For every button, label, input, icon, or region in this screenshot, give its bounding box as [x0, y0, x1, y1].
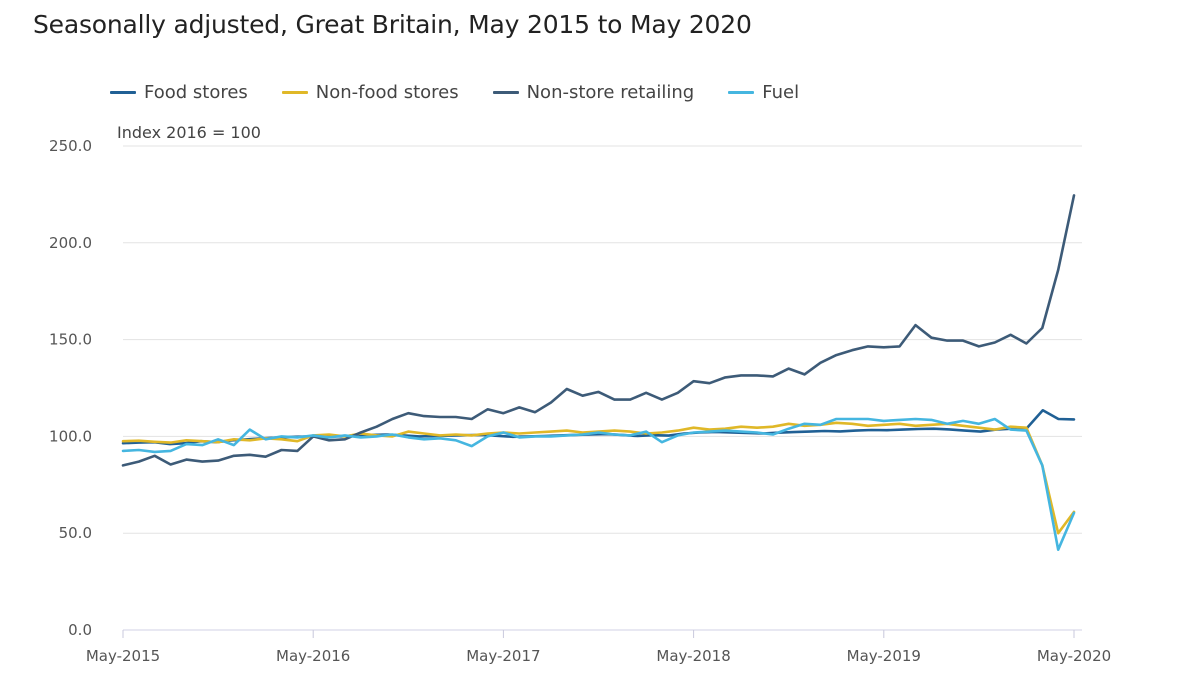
y-tick-label: 100.0: [49, 427, 92, 445]
legend-label-non-store-retailing: Non-store retailing: [526, 82, 695, 103]
legend-item-non-food-stores[interactable]: Non-food stores: [281, 82, 459, 103]
x-tick-label: May-2016: [276, 647, 350, 665]
y-tick-label: 150.0: [49, 331, 92, 349]
x-tick-label: May-2015: [86, 647, 160, 665]
legend: Food stores Non-food stores Non-store re…: [110, 82, 833, 103]
y-tick-label: 0.0: [68, 621, 92, 639]
legend-swatch-food-stores: [110, 91, 136, 94]
legend-swatch-fuel: [728, 91, 755, 94]
legend-label-non-food-stores: Non-food stores: [315, 82, 459, 103]
x-tick-label: May-2020: [1037, 647, 1111, 665]
legend-label-food-stores: Food stores: [144, 82, 248, 103]
chart-title: Seasonally adjusted, Great Britain, May …: [33, 10, 752, 39]
y-axis-unit-label: Index 2016 = 100: [117, 123, 261, 142]
series-lines: [121, 194, 1076, 552]
y-axis: 0.0 50.0 100.0 150.0 200.0 250.0: [49, 137, 92, 639]
y-tick-label: 50.0: [59, 524, 92, 542]
gridlines: [123, 145, 1082, 631]
legend-item-non-store-retailing[interactable]: Non-store retailing: [492, 82, 695, 103]
legend-item-fuel[interactable]: Fuel: [728, 82, 799, 103]
x-tick-label: May-2017: [466, 647, 540, 665]
x-axis: May-2015 May-2016 May-2017 May-2018 May-2019…: [86, 630, 1111, 665]
y-tick-label: 200.0: [49, 234, 92, 252]
legend-swatch-non-store-retailing: [492, 91, 519, 94]
legend-label-fuel: Fuel: [762, 82, 800, 103]
legend-swatch-non-food-stores: [281, 91, 308, 94]
y-tick-label: 250.0: [49, 137, 92, 155]
x-tick-label: May-2019: [847, 647, 921, 665]
series-line-fuel: [121, 417, 1076, 552]
series-line-non-store-retailing: [121, 194, 1076, 467]
legend-item-food-stores[interactable]: Food stores: [110, 82, 248, 103]
x-tick-label: May-2018: [656, 647, 730, 665]
